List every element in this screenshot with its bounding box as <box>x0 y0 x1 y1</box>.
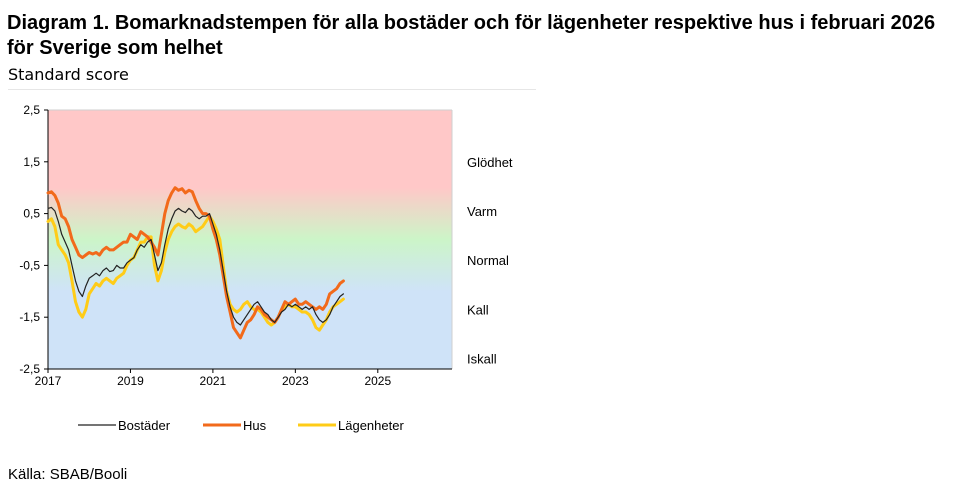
x-tick-label: 2023 <box>282 374 309 388</box>
y-tick-label: 2,5 <box>23 103 40 117</box>
line-chart: 2,5 1,5 0,5 -0,5 -1,5 -2,5 2017 2019 2021 2023 20… <box>19 103 513 433</box>
x-tick-label: 2021 <box>200 374 227 388</box>
series-line-hus <box>46 186 345 340</box>
y-tick-label: -0,5 <box>19 258 40 272</box>
x-tick-label: 2019 <box>117 374 144 388</box>
y-tick-label: 0,5 <box>23 207 40 221</box>
temperature-zone-background <box>48 110 452 369</box>
y-tick-label: -2,5 <box>19 362 40 376</box>
y-tick-label: -1,5 <box>19 310 40 324</box>
zone-label: Glödhet <box>467 155 513 170</box>
zone-label: Normal <box>467 253 509 268</box>
legend-label-hus: Hus <box>243 418 267 433</box>
legend-label-lagenheter: Lägenheter <box>338 418 404 433</box>
legend-label-bostader: Bostäder <box>118 418 171 433</box>
chart-title: Diagram 1. Bomarknadstempen för alla bos… <box>7 12 936 59</box>
zone-label: Varm <box>467 204 497 219</box>
x-tick-label: 2025 <box>364 374 391 388</box>
zone-label: Iskall <box>467 352 497 367</box>
series-line-bostader <box>47 206 344 326</box>
zone-label: Kall <box>467 302 489 317</box>
y-axis-unit-label: Standard score <box>8 65 129 84</box>
series-line-lagenheter <box>46 214 345 332</box>
chart-panel: 2,5 1,5 0,5 -0,5 -1,5 -2,5 2017 2019 2021 2023 20… <box>8 89 536 442</box>
y-tick-label: 1,5 <box>23 155 40 169</box>
source-note: Källa: SBAB/Booli <box>8 466 128 483</box>
x-tick-label: 2017 <box>35 374 62 388</box>
